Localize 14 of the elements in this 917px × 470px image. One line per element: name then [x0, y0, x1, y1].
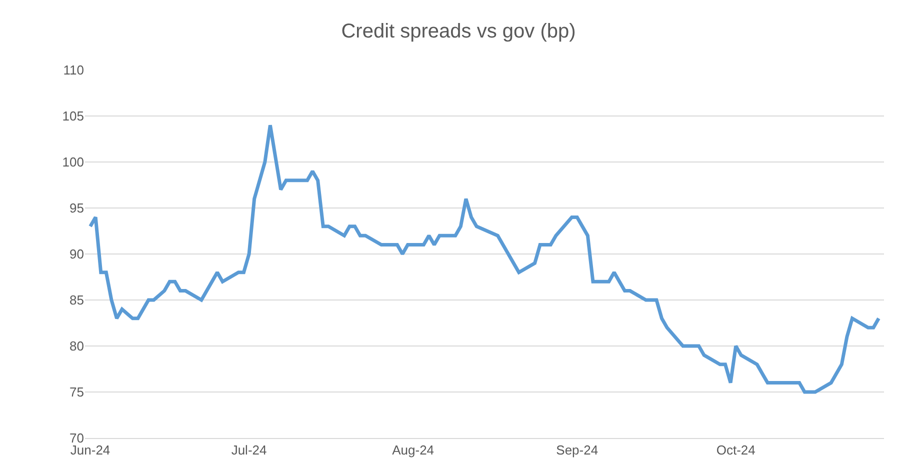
chart-title: Credit spreads vs gov (bp)	[341, 20, 576, 42]
y-tick-label: 100	[62, 154, 84, 170]
y-tick-label: 110	[63, 62, 84, 78]
y-tick-label: 80	[70, 338, 84, 354]
y-tick-label: 85	[70, 292, 84, 308]
x-tick-label: Aug-24	[392, 442, 434, 458]
y-tick-label: 90	[70, 246, 84, 262]
line-series	[88, 123, 880, 394]
x-tick-label: Jul-24	[231, 442, 267, 458]
x-tick-label: Sep-24	[556, 442, 598, 458]
x-tick-label: Oct-24	[716, 442, 756, 458]
y-tick-label: 75	[70, 384, 84, 400]
y-tick-label: 105	[62, 108, 84, 124]
y-tick-label: 95	[70, 200, 84, 216]
